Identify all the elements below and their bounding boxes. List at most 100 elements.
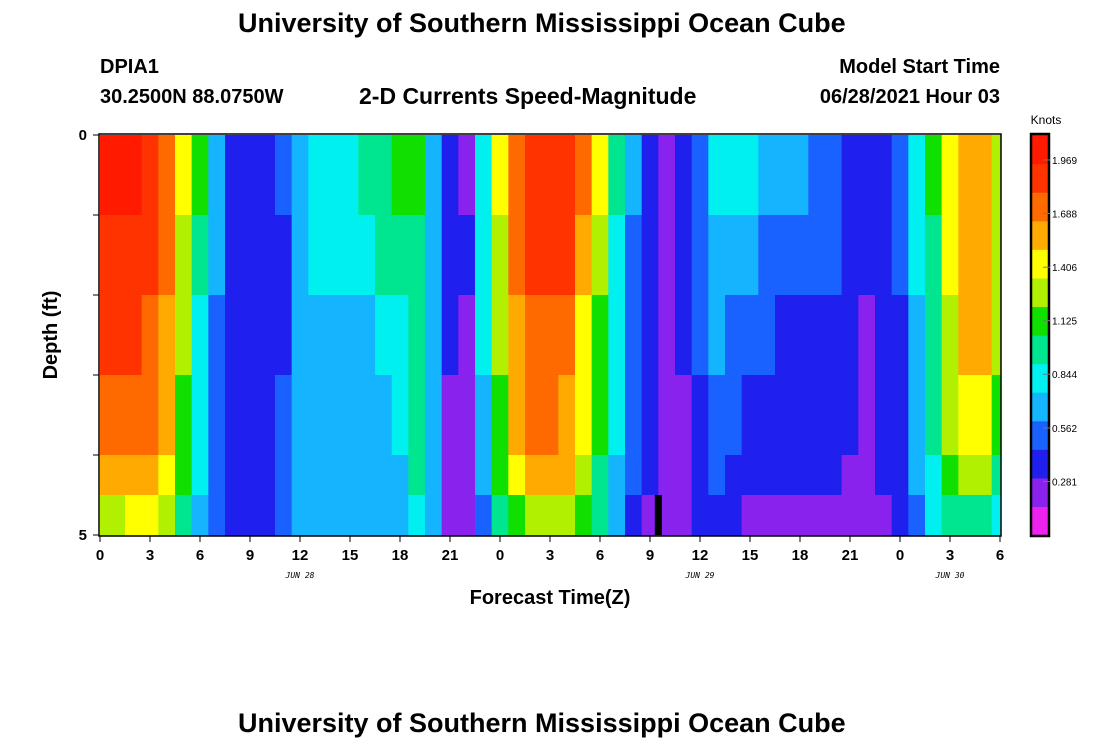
heatmap-cell xyxy=(775,135,793,216)
colorbar-frame xyxy=(1029,132,1051,538)
heatmap-cell xyxy=(325,215,343,296)
heatmap-cell xyxy=(175,495,193,536)
heatmap-cell xyxy=(775,295,793,376)
heatmap-cell xyxy=(358,375,376,456)
heatmap-cell xyxy=(241,295,259,376)
heatmap-cell xyxy=(191,495,209,536)
heatmap-cell xyxy=(141,455,159,496)
heatmap-cell xyxy=(975,495,993,536)
heatmap-cell xyxy=(491,135,509,216)
heatmap-cell xyxy=(908,135,926,216)
heatmap-cell xyxy=(575,495,593,536)
x-tick-label: 9 xyxy=(646,547,654,564)
heatmap-cell xyxy=(758,295,776,376)
heatmap-cell xyxy=(991,455,1001,496)
x-tick-label: 0 xyxy=(896,547,904,564)
heatmap-cell xyxy=(100,455,109,496)
heatmap-cell xyxy=(791,375,809,456)
heatmap-cell xyxy=(141,135,159,216)
heatmap-cell xyxy=(741,135,759,216)
heatmap-cell xyxy=(758,215,776,296)
heatmap-cell xyxy=(508,375,526,456)
heatmap-cell xyxy=(425,495,443,536)
heatmap-cell xyxy=(608,495,626,536)
heatmap-cell xyxy=(225,295,243,376)
heatmap-cell xyxy=(675,455,693,496)
x-tick-label: 15 xyxy=(342,547,359,564)
heatmap-cell xyxy=(891,295,909,376)
heatmap-cell xyxy=(141,375,159,456)
heatmap-cell xyxy=(541,135,559,216)
x-tick-label: 9 xyxy=(246,547,254,564)
heatmap-cell xyxy=(958,495,976,536)
heatmap-cell xyxy=(658,375,676,456)
heatmap-cell xyxy=(291,215,309,296)
heatmap-cell xyxy=(691,455,709,496)
heatmap-cell xyxy=(491,375,509,456)
x-tick-label: 18 xyxy=(792,547,809,564)
y-axis: 05 xyxy=(79,127,99,544)
colorbar-swatch xyxy=(1032,335,1048,365)
heatmap-cell xyxy=(525,215,543,296)
heatmap-cell xyxy=(358,215,376,296)
heatmap-cell xyxy=(891,215,909,296)
colorbar-tick-label: 1.688 xyxy=(1052,209,1077,220)
heatmap-cell xyxy=(658,455,676,496)
heatmap-cell xyxy=(791,215,809,296)
heatmap-cell xyxy=(725,215,743,296)
heatmap-cell xyxy=(491,495,509,536)
heatmap-cell xyxy=(275,135,293,216)
heatmap-cell xyxy=(375,495,393,536)
heatmap-cell xyxy=(841,375,859,456)
heatmap-cell xyxy=(475,495,493,536)
footer-title: University of Southern Mississippi Ocean… xyxy=(238,708,846,738)
heatmap-cell xyxy=(758,455,776,496)
heatmap-cell xyxy=(775,495,793,536)
heatmap-cell xyxy=(975,295,993,376)
heatmap-cell xyxy=(358,495,376,536)
heatmap-cell xyxy=(558,455,576,496)
colorbar-swatch xyxy=(1032,192,1048,222)
x-tick-label: 21 xyxy=(842,547,859,564)
heatmap-cell xyxy=(941,455,959,496)
heatmap-cell xyxy=(625,495,643,536)
heatmap-cell xyxy=(825,215,843,296)
colorbar-swatch xyxy=(1032,420,1048,450)
heatmap-cell xyxy=(475,215,493,296)
heatmap-cell xyxy=(641,455,659,496)
model-start-label: Model Start Time xyxy=(839,56,1000,78)
heatmap-cell xyxy=(775,215,793,296)
heatmap-cell xyxy=(858,455,876,496)
heatmap-cell xyxy=(158,495,176,536)
heatmap-cell xyxy=(125,455,143,496)
heatmap-cell xyxy=(358,135,376,216)
heatmap-cell xyxy=(475,135,493,216)
heatmap-cell xyxy=(225,375,243,456)
x-axis: 0 3 6 9 12 15 18 21 0 3 6 9 12 15 18 21 0 3 6 JUN 28 JUN 29 J… xyxy=(96,536,1004,580)
heatmap-cell xyxy=(425,455,443,496)
heatmap-cell xyxy=(391,295,409,376)
heatmap-cell xyxy=(108,375,126,456)
heatmap-cell xyxy=(941,295,959,376)
page-title: University of Southern Mississippi Ocean… xyxy=(238,8,846,38)
heatmap-cell xyxy=(941,215,959,296)
heatmap-cell xyxy=(108,135,126,216)
heatmap-cell xyxy=(608,135,626,216)
heatmap-cell xyxy=(108,215,126,296)
heatmap-cell xyxy=(441,375,459,456)
heatmap-cell xyxy=(608,455,626,496)
heatmap-cell xyxy=(675,215,693,296)
heatmap-cell xyxy=(241,135,259,216)
colorbar-swatch xyxy=(1032,277,1048,308)
heatmap-cell xyxy=(325,135,343,216)
heatmap-cell xyxy=(508,215,526,296)
heatmap-cell xyxy=(641,215,659,296)
heatmap-cell xyxy=(225,495,243,536)
heatmap-cell xyxy=(100,495,109,536)
heatmap-cell xyxy=(608,215,626,296)
heatmap-cell xyxy=(691,135,709,216)
heatmap-cell xyxy=(625,295,643,376)
heatmap-cell xyxy=(408,295,426,376)
heatmap-cell xyxy=(841,455,859,496)
